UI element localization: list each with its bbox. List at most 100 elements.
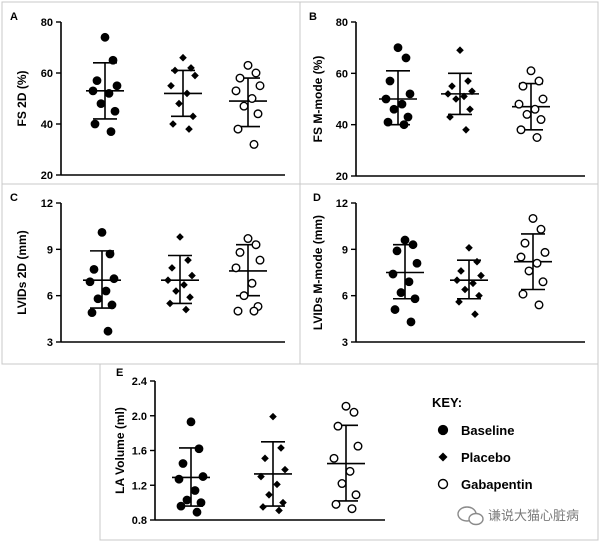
panel-d-placebo-point-1 — [473, 257, 481, 266]
panel-c-baseline-point-3 — [109, 274, 119, 284]
panel-a-tick-label-2: 60 — [41, 68, 53, 80]
panel-d-placebo-point-4 — [453, 276, 461, 285]
panel-a-gabapentin-point-8 — [233, 124, 243, 134]
panel-b-gabapentin-point-0 — [526, 66, 536, 76]
panel-b-placebo-point-2 — [448, 82, 456, 90]
panel-a-baseline-point-4 — [88, 86, 98, 96]
panel-b-placebo-point-3 — [468, 87, 476, 96]
panel-a-placebo-point-1 — [187, 64, 195, 72]
panel-a-placebo-point-2 — [171, 66, 179, 75]
panel-d-placebo-point-3 — [477, 271, 485, 280]
legend-gabapentin-marker — [437, 478, 449, 490]
panel-b-placebo-point-8 — [446, 113, 454, 121]
panel-e-gabapentin-point-1 — [349, 407, 359, 417]
panel-d-tick-label-2: 9 — [342, 244, 348, 256]
panel-b-tick-label-3: 80 — [336, 17, 348, 29]
panel-c-baseline-point-2 — [89, 265, 99, 274]
panel-d-placebo-point-6 — [461, 285, 469, 294]
panel-a-frame — [1, 1, 301, 185]
panel-c-gabapentin-point-3 — [255, 255, 265, 265]
panel-c-gabapentin-point-1 — [251, 240, 261, 250]
panel-d-baseline-point-3 — [412, 258, 422, 268]
panel-e-baseline-point-9 — [192, 507, 202, 517]
panel-d-gabapentin-point-4 — [516, 252, 526, 262]
panel-b-baseline-point-0 — [393, 43, 403, 53]
panel-d-baseline-point-7 — [410, 294, 420, 304]
panel-c-letter: C — [10, 192, 18, 204]
panel-a-baseline-point-5 — [104, 88, 114, 98]
panel-a-baseline-point-1 — [108, 55, 118, 65]
panel-d-placebo-point-5 — [469, 279, 477, 288]
panel-d-baseline-point-6 — [396, 288, 406, 297]
panel-a-gabapentin-point-0 — [243, 60, 253, 70]
panel-b-y-label: FS M-mode (%) — [311, 56, 325, 143]
panel-a-baseline-point-2 — [92, 76, 102, 86]
panel-b-gabapentin-point-8 — [516, 125, 526, 135]
panel-c-baseline-point-0 — [97, 227, 107, 237]
panel-c-placebo-point-1 — [184, 256, 192, 264]
panel-a-gabapentin-point-1 — [251, 68, 261, 78]
panel-a-baseline-point-9 — [106, 127, 116, 137]
panel-c-gabapentin-point-2 — [235, 247, 245, 257]
panel-b-tick-label-1: 40 — [336, 120, 348, 132]
panel-e-baseline-point-1 — [194, 444, 204, 454]
panel-a-letter: A — [10, 11, 18, 23]
panel-e-baseline-point-7 — [196, 498, 206, 508]
panel-e-placebo-point-4 — [257, 472, 265, 481]
panel-a-placebo-point-7 — [189, 112, 197, 121]
panel-a-tick-label-1: 40 — [41, 119, 53, 131]
panel-c-baseline-point-6 — [93, 294, 103, 304]
panel-a-baseline-point-3 — [112, 81, 122, 91]
panel-c-placebo-point-0 — [176, 233, 184, 241]
panel-d-baseline-point-1 — [408, 240, 418, 250]
panel-a-gabapentin-point-2 — [235, 73, 245, 83]
panel-b-placebo-point-1 — [464, 77, 472, 85]
panel-d-baseline-point-9 — [406, 317, 416, 327]
legend-placebo-label: Placebo — [461, 450, 511, 465]
panel-c-placebo-point-7 — [186, 293, 194, 302]
panel-b-placebo-point-0 — [456, 46, 464, 55]
panel-c-placebo-point-5 — [180, 281, 188, 289]
panel-c-gabapentin-point-9 — [249, 306, 259, 316]
panel-e-baseline-point-0 — [186, 417, 196, 427]
panel-b-placebo-point-9 — [462, 126, 470, 134]
legend-key: KEY: Baseline Placebo Gabapentin — [432, 395, 533, 492]
panel-e-placebo-point-1 — [277, 444, 285, 452]
panel-e-baseline-point-4 — [174, 474, 184, 484]
panel-e-letter: E — [116, 367, 123, 379]
legend-gabapentin-label: Gabapentin — [461, 477, 533, 492]
panel-d-gabapentin-point-0 — [528, 213, 538, 223]
panel-e-placebo-point-3 — [281, 465, 289, 474]
panel-d-gabapentin-point-5 — [532, 258, 542, 268]
panel-c-baseline-point-7 — [107, 300, 117, 310]
legend-baseline-marker — [437, 424, 449, 436]
panel-a-baseline-point-8 — [90, 119, 100, 129]
panel-e-baseline-point-3 — [198, 472, 208, 481]
panel-e-gabapentin-point-4 — [329, 453, 339, 463]
panel-e-baseline-point-2 — [178, 459, 188, 468]
panel-a-placebo-point-0 — [179, 53, 187, 62]
panel-a-baseline-point-0 — [100, 32, 110, 42]
panel-b-baseline-point-8 — [383, 117, 393, 127]
panel-a-gabapentin-point-9 — [249, 139, 259, 149]
panel-d-placebo-point-0 — [465, 243, 473, 252]
panel-c-tick-label-0: 3 — [47, 337, 53, 349]
panel-d-placebo-point-2 — [457, 267, 465, 275]
panel-a-y-label: FS 2D (%) — [15, 70, 29, 126]
panel-e-baseline-point-8 — [176, 501, 186, 511]
panel-c-baseline-point-5 — [101, 286, 111, 296]
watermark: 谦说大猫心脏病 — [457, 506, 579, 526]
panel-b-gabapentin-point-1 — [534, 76, 544, 86]
panel-e-frame — [99, 363, 599, 541]
panel-b-baseline-point-9 — [399, 120, 409, 130]
panel-e-gabapentin-point-2 — [333, 421, 343, 431]
panel-b-placebo-point-4 — [444, 90, 452, 98]
legend-baseline-label: Baseline — [461, 423, 514, 438]
panel-c-placebo-point-4 — [164, 276, 172, 285]
panel-e-gabapentin-point-3 — [353, 441, 363, 451]
panel-e-gabapentin-point-8 — [331, 499, 341, 509]
panel-d-gabapentin-point-9 — [534, 300, 544, 310]
panel-d-tick-label-3: 12 — [336, 198, 348, 210]
panel-e-placebo-point-7 — [279, 498, 287, 507]
panel-c-baseline-point-1 — [105, 249, 115, 259]
